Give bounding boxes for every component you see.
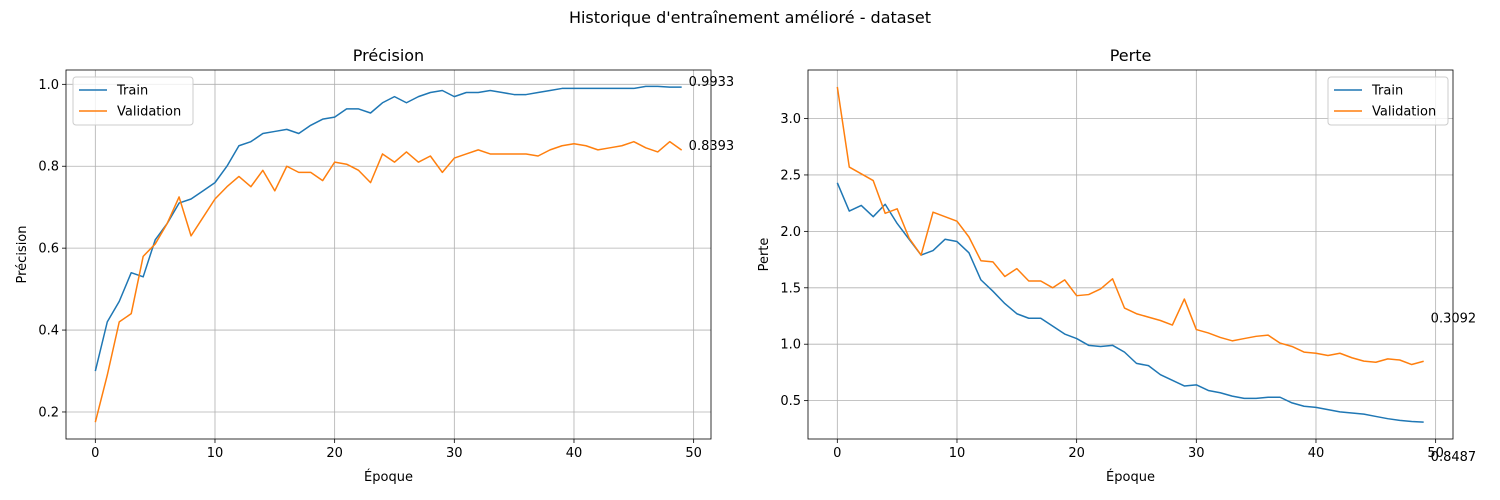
x-tick-label: 30 [1188, 446, 1205, 461]
x-tick-label: 10 [207, 446, 224, 461]
y-tick-label: 1.5 [780, 281, 801, 296]
series-line-validation [94, 140, 683, 423]
legend-label-train: Train [1371, 84, 1403, 99]
series-line-train [94, 85, 682, 372]
x-tick-label: 20 [1068, 446, 1085, 461]
x-tick-label: 0 [833, 446, 841, 461]
y-tick-label: 0.5 [780, 394, 801, 409]
legend-box [1327, 76, 1449, 126]
figure-title: Historique d'entraînement amélioré - dat… [568, 8, 932, 27]
axes-frame [807, 69, 1454, 440]
legend-box [72, 76, 194, 126]
legend-label-validation: Validation [1372, 105, 1436, 120]
series-line-validation [836, 86, 1424, 366]
subplot-title: Précision [353, 46, 424, 65]
x-axis-title: Époque [364, 469, 413, 485]
x-tick-label: 10 [949, 446, 966, 461]
x-tick-label: 30 [446, 446, 463, 461]
legend-label-train: Train [116, 84, 148, 99]
axes-frame [65, 69, 712, 440]
x-tick-label: 40 [1308, 446, 1325, 461]
subplot-accuracy: 0.9933 0.8393 0 10 20 30 40 50 0.2 0.4 0.6 0.8 1.0 Pr… [15, 46, 734, 485]
legend: Train Validation [72, 76, 194, 126]
x-tick-label: 50 [685, 446, 702, 461]
x-tick-label: 0 [91, 446, 99, 461]
end-value-label: 0.3092 [1431, 311, 1477, 326]
x-tick-label: 40 [566, 446, 583, 461]
y-tick-label: 2.5 [780, 168, 801, 183]
y-tick-label: 0.8 [38, 160, 59, 175]
y-tick-label: 0.6 [38, 242, 59, 257]
y-tick-label: 3.0 [780, 112, 801, 127]
end-value-label: 0.8487 [1431, 450, 1477, 465]
subplot-title: Perte [1110, 46, 1152, 65]
y-axis-title: Perte [757, 238, 772, 272]
subplot-loss: 0.8487 0.3092 0 10 20 30 40 50 0.5 1.0 1.5 2.0 2.5 3.… [757, 46, 1476, 485]
x-axis-title: Époque [1106, 469, 1155, 485]
y-tick-label: 2.0 [780, 225, 801, 240]
x-tick-label: 20 [326, 446, 343, 461]
y-tick-label: 1.0 [38, 78, 59, 93]
y-tick-label: 0.4 [38, 324, 59, 339]
legend: Train Validation [1327, 76, 1449, 126]
y-axis-title: Précision [15, 225, 30, 283]
end-value-label: 0.8393 [689, 139, 735, 154]
series-line-train [836, 182, 1424, 423]
x-tick-label: 50 [1427, 446, 1444, 461]
y-tick-label: 1.0 [780, 338, 801, 353]
y-tick-label: 0.2 [38, 405, 59, 420]
end-value-label: 0.9933 [689, 75, 735, 90]
legend-label-validation: Validation [117, 105, 181, 120]
